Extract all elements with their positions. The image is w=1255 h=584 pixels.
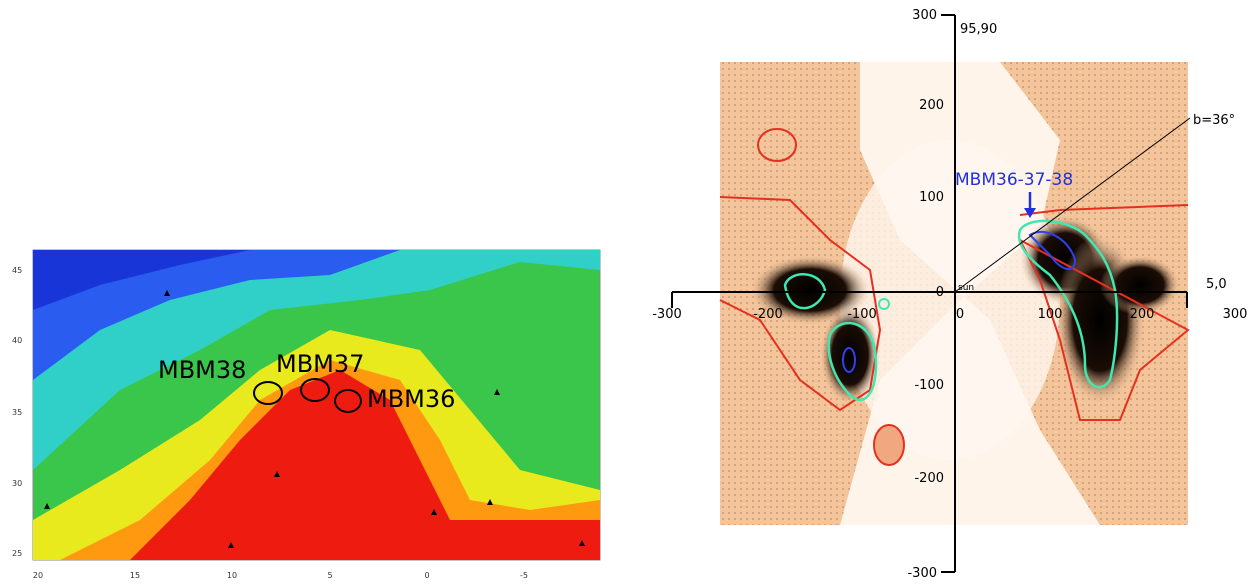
x-tick-label: 0 xyxy=(424,571,429,580)
x-tick-label: -5 xyxy=(520,571,528,580)
deep-blue-region xyxy=(33,250,250,310)
contour xyxy=(1017,219,1119,389)
x-tick-label: 20 xyxy=(33,571,43,580)
x-tick-label: 200 xyxy=(1130,307,1155,322)
star xyxy=(487,499,493,505)
star xyxy=(431,509,437,515)
cloud-blob xyxy=(750,255,870,325)
y-tick-label: -300 xyxy=(907,566,937,581)
latitude-label: b=36° xyxy=(1193,113,1235,128)
x-tick-label: 5 xyxy=(327,571,332,580)
star xyxy=(579,540,585,546)
corner-label: 95,90 xyxy=(960,22,997,37)
stars xyxy=(44,290,585,548)
cyan-region xyxy=(33,250,600,470)
y-tick-label: 0 xyxy=(936,285,944,300)
right-x-ticks: -300 -200 -100 0 100 200 300 xyxy=(652,307,1247,322)
y-tick-label: 25 xyxy=(12,549,22,558)
contour xyxy=(827,321,878,402)
star xyxy=(494,389,500,395)
x-tick-label: 100 xyxy=(1038,307,1063,322)
latitude-line xyxy=(954,117,1191,293)
mbm37-ellipse xyxy=(300,378,330,402)
red-region xyxy=(130,370,600,560)
cloud-label: MBM37 xyxy=(276,350,364,378)
x-tick-label: 0 xyxy=(956,307,964,322)
y-tick-label: -200 xyxy=(914,471,944,486)
left-y-ticks: 45 40 35 30 25 xyxy=(12,266,22,558)
contour xyxy=(757,128,797,162)
left-map: MBM38 MBM37 MBM36 xyxy=(32,249,601,561)
star xyxy=(164,290,170,296)
contour xyxy=(873,424,905,466)
left-x-ticks: 20 15 10 5 0 -5 xyxy=(33,571,528,580)
y-tick-label: 45 xyxy=(12,266,22,275)
blue-region xyxy=(33,250,400,380)
star xyxy=(274,471,280,477)
mbm36-ellipse xyxy=(334,389,362,413)
cloud-label: MBM36 xyxy=(367,385,455,413)
x-tick-label: 10 xyxy=(227,571,237,580)
x-tick-label: -200 xyxy=(753,307,783,322)
star xyxy=(228,542,234,548)
contour xyxy=(842,347,856,373)
axes xyxy=(671,14,1188,573)
y-tick-label: 35 xyxy=(12,408,22,417)
contour xyxy=(1028,230,1077,270)
y-tick-label: -100 xyxy=(914,378,944,393)
y-tick-label: 40 xyxy=(12,336,22,345)
arrow-head xyxy=(1024,208,1036,218)
y-tick-label: 30 xyxy=(12,479,22,488)
y-tick-label: 100 xyxy=(919,190,944,205)
x-tick-label: -300 xyxy=(652,307,682,322)
x-tick-label: 300 xyxy=(1223,307,1248,322)
contour xyxy=(783,273,827,310)
y-tick-label: 300 xyxy=(912,8,937,23)
cloud-blob xyxy=(1100,255,1180,315)
origin-label: sun xyxy=(958,283,974,293)
mbm38-ellipse xyxy=(253,381,283,405)
corner-label: 5,0 xyxy=(1206,277,1227,292)
low-density xyxy=(840,140,1060,460)
y-tick-label: 200 xyxy=(919,98,944,113)
right-y-ticks: 300 200 100 0 -100 -200 -300 xyxy=(907,8,944,581)
cloud-label: MBM36-37-38 xyxy=(955,170,1073,190)
x-tick-label: 15 xyxy=(130,571,140,580)
contour xyxy=(878,298,890,310)
x-tick-label: -100 xyxy=(847,307,877,322)
star xyxy=(44,503,50,509)
cloud-label: MBM38 xyxy=(158,356,246,384)
